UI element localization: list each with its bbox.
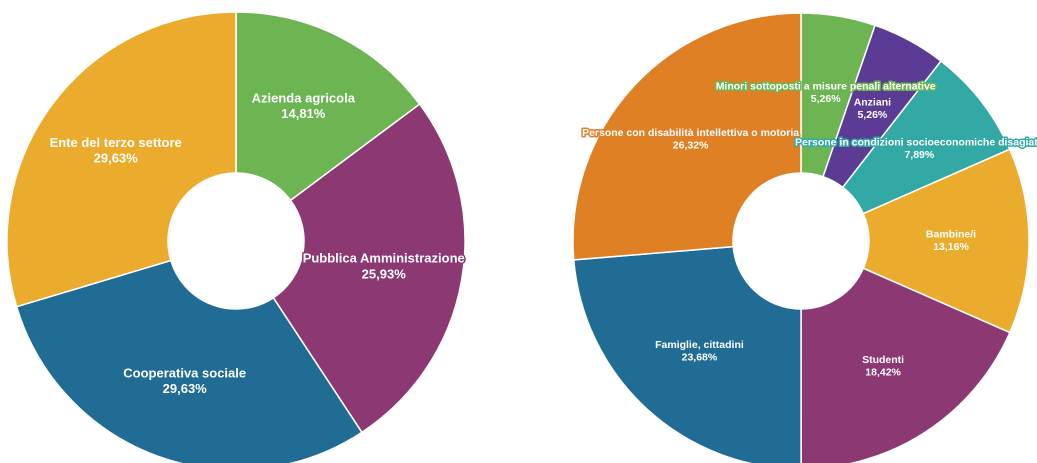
- slice-label: Cooperativa sociale: [123, 366, 246, 381]
- slice: [6, 11, 237, 308]
- slice: [572, 245, 802, 463]
- slice-value-label: 5,26%: [811, 93, 841, 105]
- slice-label: Azienda agricola: [252, 91, 356, 106]
- slice-value-label: 5,26%: [857, 109, 887, 121]
- slice: [272, 103, 466, 434]
- slice-label: Ente del terzo settore: [50, 135, 182, 150]
- slice: [15, 259, 363, 463]
- slice-value-label: 14,81%: [281, 106, 326, 121]
- slice-label: Famiglie, cittadini: [655, 339, 744, 351]
- slice-value-label: 7,89%: [904, 149, 934, 161]
- slice-label: Bambine/i: [926, 228, 976, 240]
- slice: [572, 12, 802, 261]
- slice-value-label: 13,16%: [933, 241, 969, 253]
- slice-label: Persone in condizioni socioeconomiche di…: [795, 136, 1037, 148]
- slice-value-label: 26,32%: [673, 140, 709, 152]
- slice: [235, 11, 421, 202]
- slice-value-label: 18,42%: [865, 367, 901, 379]
- slice-label: Pubblica Amministrazione: [303, 251, 465, 266]
- slice-label: Anziani: [854, 97, 891, 109]
- slice-value-label: 29,63%: [163, 381, 208, 396]
- slice-value-label: 23,68%: [682, 351, 718, 363]
- slice-value-label: 29,63%: [94, 151, 139, 166]
- slice: [800, 267, 1011, 463]
- slice-value-label: 25,93%: [362, 266, 407, 281]
- slice: [862, 148, 1030, 334]
- slice-label: Persone con disabilità intellettiva o mo…: [582, 127, 799, 139]
- slice-label: Minori sottoposti a misure penali altern…: [716, 81, 936, 93]
- slice-label: Studenti: [862, 354, 904, 366]
